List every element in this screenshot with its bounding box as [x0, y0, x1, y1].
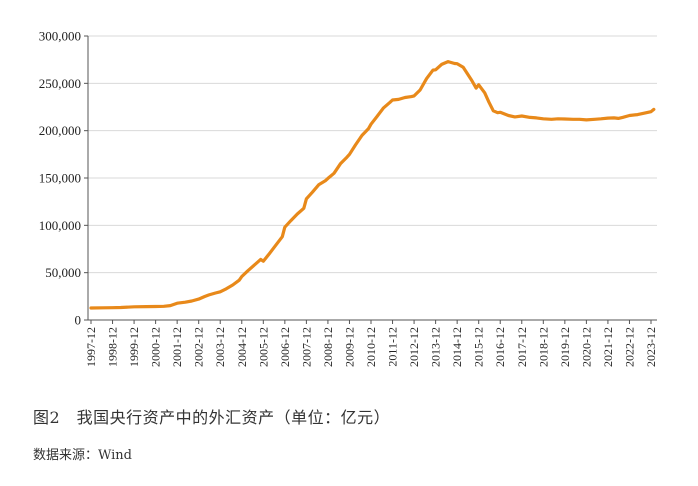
y-tick-label: 0: [75, 313, 82, 328]
y-tick-label: 100,000: [39, 218, 81, 233]
y-tick-label: 150,000: [39, 171, 81, 186]
x-tick-label: 2004-12: [235, 327, 249, 367]
x-tick-label: 1998-12: [106, 327, 120, 367]
x-tick-label: 2015-12: [472, 327, 486, 367]
grid-lines: [88, 35, 657, 274]
x-tick-label: 2002-12: [192, 327, 206, 367]
x-tick-label: 2023-12: [644, 327, 658, 367]
x-tick-label: 2008-12: [321, 327, 335, 367]
x-tick-label: 2006-12: [278, 327, 292, 367]
x-tick-label: 2018-12: [536, 327, 550, 367]
figure-caption: 图2 我国央行资产中的外汇资产（单位：亿元）: [33, 408, 391, 427]
x-tick-label: 2005-12: [256, 327, 270, 367]
x-tick-label: 2021-12: [601, 327, 615, 367]
data-source: 数据来源：Wind: [33, 448, 132, 463]
x-tick-label: 2022-12: [622, 327, 636, 367]
y-tick-label: 50,000: [45, 265, 81, 280]
x-tick-label: 2019-12: [558, 327, 572, 367]
x-tick-label: 2001-12: [170, 327, 184, 367]
x-tick-label: 2010-12: [364, 327, 378, 367]
series-line-fx-assets: [89, 59, 656, 310]
x-tick-label: 2000-12: [149, 327, 163, 367]
x-tick-label: 1997-12: [84, 327, 98, 367]
x-tick-label: 1999-12: [127, 327, 141, 367]
y-tick-label: 300,000: [39, 29, 81, 44]
x-tick-label: 2012-12: [407, 327, 421, 367]
x-tick-label: 2017-12: [515, 327, 529, 367]
x-tick-label: 2013-12: [429, 327, 443, 367]
x-tick-label: 2003-12: [213, 327, 227, 367]
y-tick-labels: 0 50,000 100,000 150,000 200,000 250,000 300,0…: [39, 29, 81, 328]
y-tick-label: 250,000: [39, 76, 81, 91]
x-tick-label: 2020-12: [579, 327, 593, 367]
y-tick-label: 200,000: [39, 123, 81, 138]
x-tick-label: 2016-12: [493, 327, 507, 367]
x-tick-labels: 1997-12 1998-12 1999-12 2000-12 2001-12 2002-…: [84, 327, 658, 367]
x-tick-label: 2007-12: [299, 327, 313, 367]
series-layer: [89, 59, 656, 310]
line-chart: 0 50,000 100,000 150,000 200,000 250,000 300,0…: [39, 29, 658, 368]
x-tick-label: 2011-12: [386, 327, 400, 367]
axes: [84, 35, 657, 324]
x-tick-label: 2009-12: [342, 327, 356, 367]
x-tick-label: 2014-12: [450, 327, 464, 367]
